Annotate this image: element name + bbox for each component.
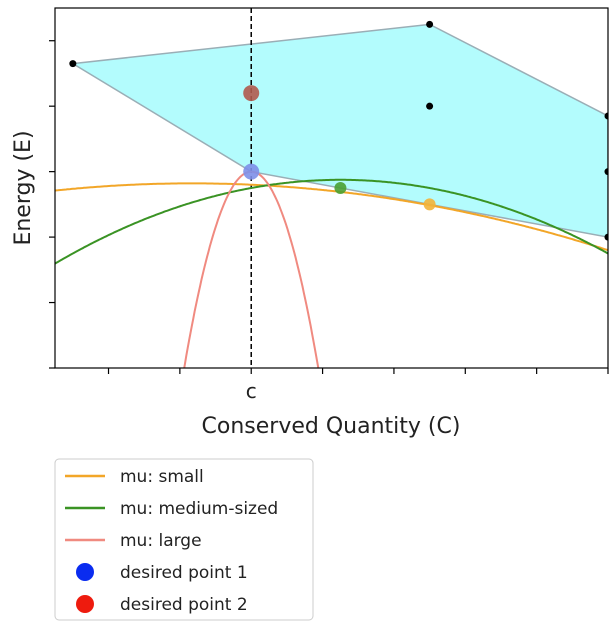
hull-point-4 xyxy=(604,112,608,120)
legend-label-1: mu: small xyxy=(120,467,204,487)
legend-label-4: desired point 1 xyxy=(120,563,248,583)
y-axis-label: Energy (E) xyxy=(11,130,36,245)
legend-label-3: mu: large xyxy=(120,531,202,551)
plot-frame xyxy=(54,7,609,369)
marker-point-4 xyxy=(423,198,436,211)
hull-point-3 xyxy=(426,102,434,110)
marker-point-3 xyxy=(334,182,347,194)
legend-swatch-5 xyxy=(76,595,94,613)
legend-label-2: mu: medium-sized xyxy=(120,499,278,519)
legend-swatch-4 xyxy=(76,563,94,581)
legend-frame xyxy=(54,458,314,621)
legend-label-5: desired point 2 xyxy=(120,595,248,615)
hull-point-1 xyxy=(69,60,77,68)
x-tick-label-3: c xyxy=(246,379,257,403)
hull-point-5 xyxy=(604,168,608,176)
plot-area: c xyxy=(49,7,609,403)
hull-point-2 xyxy=(426,20,434,28)
curve-series-2 xyxy=(55,178,608,265)
marker-point-2 xyxy=(243,163,260,180)
curve-series-1 xyxy=(55,182,608,252)
marker-point-1 xyxy=(243,85,260,102)
x-axis-label: Conserved Quantity (C) xyxy=(202,414,461,439)
hull-point-6 xyxy=(604,233,608,241)
legend: mu: small mu: medium-sized mu: large desire… xyxy=(54,458,314,621)
